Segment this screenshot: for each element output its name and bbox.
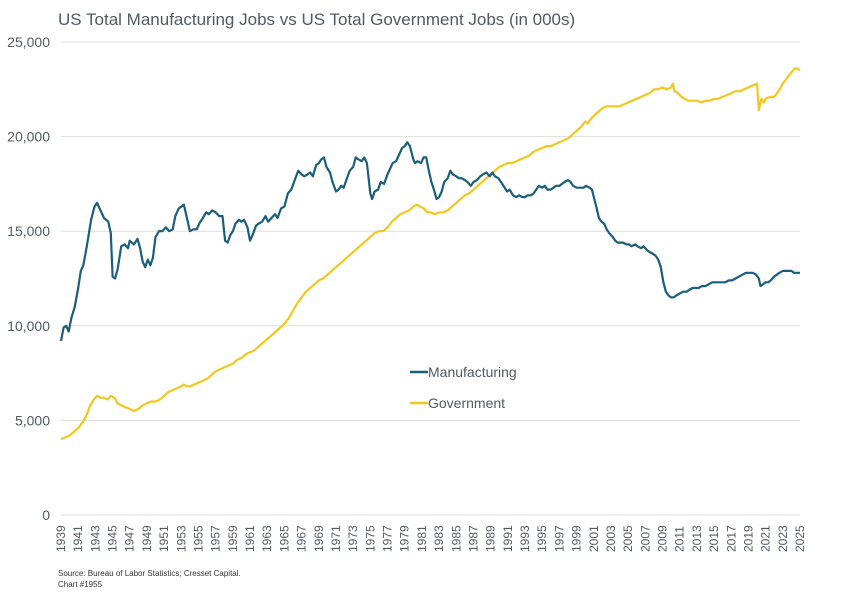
x-tick-label: 1991 (501, 525, 515, 552)
x-tick-label: 1985 (449, 525, 463, 552)
x-tick-label: 2017 (724, 525, 738, 552)
x-tick-label: 1963 (260, 525, 274, 552)
x-tick-label: 2021 (759, 525, 773, 552)
source-note: Source: Bureau of Labor Statistics; Cres… (58, 569, 241, 578)
legend: Manufacturing Government (410, 364, 517, 411)
x-tick-label: 1947 (123, 525, 137, 552)
y-gridlines (61, 41, 800, 516)
x-tick-label: 1949 (140, 525, 154, 552)
series-lines (59, 67, 801, 441)
x-tick-label: 2019 (741, 525, 755, 552)
x-tick-label: 1965 (277, 525, 291, 552)
x-tick-label: 1983 (432, 525, 446, 552)
x-tick-label: 1945 (106, 525, 120, 552)
x-tick-label: 1941 (71, 525, 85, 552)
x-tick-label: 2003 (604, 525, 618, 552)
x-tick-label: 1981 (415, 525, 429, 552)
series-line-manufacturing (59, 141, 800, 342)
x-tick-label: 1993 (518, 525, 532, 552)
x-tick-label: 1971 (329, 525, 343, 552)
x-tick-label: 2009 (656, 525, 670, 552)
x-tick-label: 1995 (535, 525, 549, 552)
x-tick-label: 2011 (673, 526, 687, 552)
x-tick-label: 2001 (587, 525, 601, 552)
y-tick-label: 25,000 (7, 34, 50, 50)
y-tick-label: 5,000 (15, 412, 50, 428)
x-tick-label: 2015 (707, 525, 721, 552)
y-tick-label: 0 (42, 507, 50, 523)
y-tick-label: 15,000 (7, 223, 50, 239)
x-tick-label: 2005 (621, 525, 635, 552)
x-tick-label: 1943 (88, 525, 102, 552)
x-tick-label: 2013 (690, 525, 704, 552)
x-tick-label: 1999 (570, 525, 584, 552)
y-tick-label: 20,000 (7, 129, 50, 145)
x-tick-label: 1979 (398, 525, 412, 552)
x-tick-labels: 1939 1941 1943 1945 1947 1949 1951 1953 1955 1957… (54, 525, 807, 552)
x-tick-label: 1975 (363, 525, 377, 552)
series-line-government (60, 67, 801, 441)
x-tick-label: 1955 (191, 525, 205, 552)
x-tick-label: 1987 (466, 525, 480, 552)
x-tick-label: 1967 (295, 525, 309, 552)
x-tick-label: 1997 (552, 525, 566, 552)
x-tick-label: 1961 (243, 525, 257, 552)
x-tick-label: 2007 (638, 525, 652, 552)
y-tick-label: 10,000 (7, 318, 50, 334)
chart-id-note: Chart #1955 (58, 580, 103, 589)
x-tick-label: 1953 (174, 525, 188, 552)
x-tick-label: 1959 (226, 525, 240, 552)
x-tick-label: 1989 (484, 525, 498, 552)
chart-title: US Total Manufacturing Jobs vs US Total … (58, 10, 575, 29)
x-tick-label: 1969 (312, 525, 326, 552)
x-tick-label: 2023 (776, 525, 790, 552)
x-tick-label: 2025 (793, 525, 807, 552)
x-tick-label: 1973 (346, 525, 360, 552)
legend-label-government: Government (428, 395, 505, 411)
y-tick-labels: 0 5,000 10,000 15,000 20,000 25,000 (7, 34, 50, 523)
legend-label-manufacturing: Manufacturing (428, 364, 517, 380)
x-tick-label: 1957 (209, 525, 223, 552)
x-tick-label: 1951 (157, 525, 171, 552)
x-tick-label: 1939 (54, 525, 68, 552)
x-tick-label: 1977 (381, 525, 395, 552)
